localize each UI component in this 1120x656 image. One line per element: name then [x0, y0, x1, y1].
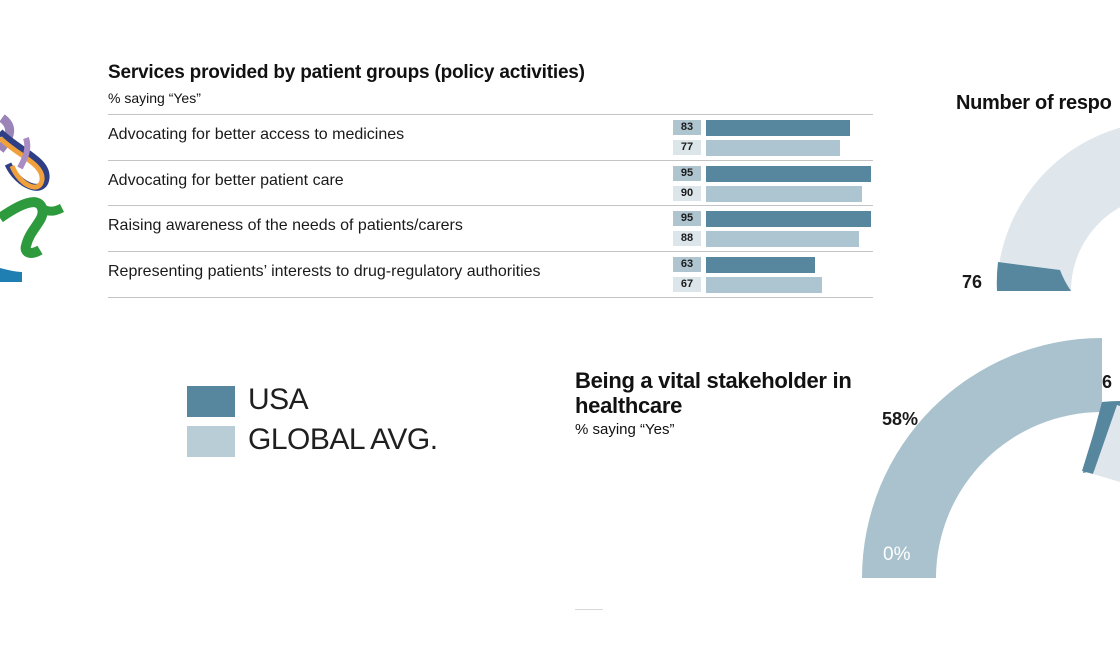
bar-value-label: 77 — [673, 140, 701, 155]
bar-category-label: Advocating for better access to medicine… — [108, 126, 405, 143]
gauge-bottom-title: Being a vital stakeholder in healthcare — [575, 368, 852, 418]
gauge-bottom-right-fill — [1093, 405, 1120, 482]
legend-swatch-usa — [187, 386, 235, 417]
bar-value-label: 83 — [673, 120, 701, 135]
bar-row-divider — [108, 296, 873, 298]
legend-label-global: GLOBAL AVG. — [248, 423, 438, 456]
gauge-top-usa-segment — [996, 262, 1071, 291]
legend-swatch-global — [187, 426, 235, 457]
gauge-bottom-global-arc — [862, 338, 1102, 578]
bar-category-label: Representing patients’ interests to drug… — [108, 263, 541, 281]
bar-usa — [706, 120, 851, 136]
bar-row-divider-top — [108, 114, 873, 115]
gauge-bottom-label-0: 0% — [883, 544, 911, 565]
gauge-bottom-usa-divider — [1082, 403, 1117, 474]
bar-chart-subtitle: % saying “Yes” — [108, 90, 201, 106]
bar-row-divider — [108, 251, 873, 253]
bar-global — [706, 185, 863, 202]
bar-row-divider — [108, 159, 873, 161]
bar-global — [706, 140, 840, 156]
bar-value-label: 95 — [673, 165, 701, 181]
bar-value-label: 90 — [673, 185, 701, 201]
gauge-bottom-label-6: 6 — [1102, 372, 1113, 392]
gauge-bottom-label-58: 58% — [882, 409, 919, 429]
bar-row-divider — [108, 205, 873, 207]
bar-global — [706, 277, 823, 294]
bar-value-label: 67 — [673, 277, 701, 293]
divider-line — [575, 609, 603, 610]
bar-global — [706, 231, 859, 248]
logo-ribbons-icon — [0, 114, 65, 282]
bar-value-label: 95 — [673, 211, 701, 227]
bar-value-label: 63 — [673, 257, 701, 273]
gauge-top-value-label: 76 — [962, 272, 983, 292]
bar-usa — [706, 165, 871, 182]
bar-value-label: 88 — [673, 231, 701, 247]
bar-usa — [706, 257, 816, 274]
gauge-top-title: Number of respo — [956, 92, 1112, 114]
bar-usa — [706, 211, 871, 228]
gauge-top-background-arc — [997, 127, 1120, 291]
bar-category-label: Raising awareness of the needs of patien… — [108, 217, 463, 235]
bar-category-label: Advocating for better patient care — [108, 171, 344, 189]
gauge-bottom-subtitle: % saying “Yes” — [575, 421, 675, 438]
legend-label-usa: USA — [248, 383, 309, 416]
bar-chart-title: Services provided by patient groups (pol… — [108, 62, 585, 83]
